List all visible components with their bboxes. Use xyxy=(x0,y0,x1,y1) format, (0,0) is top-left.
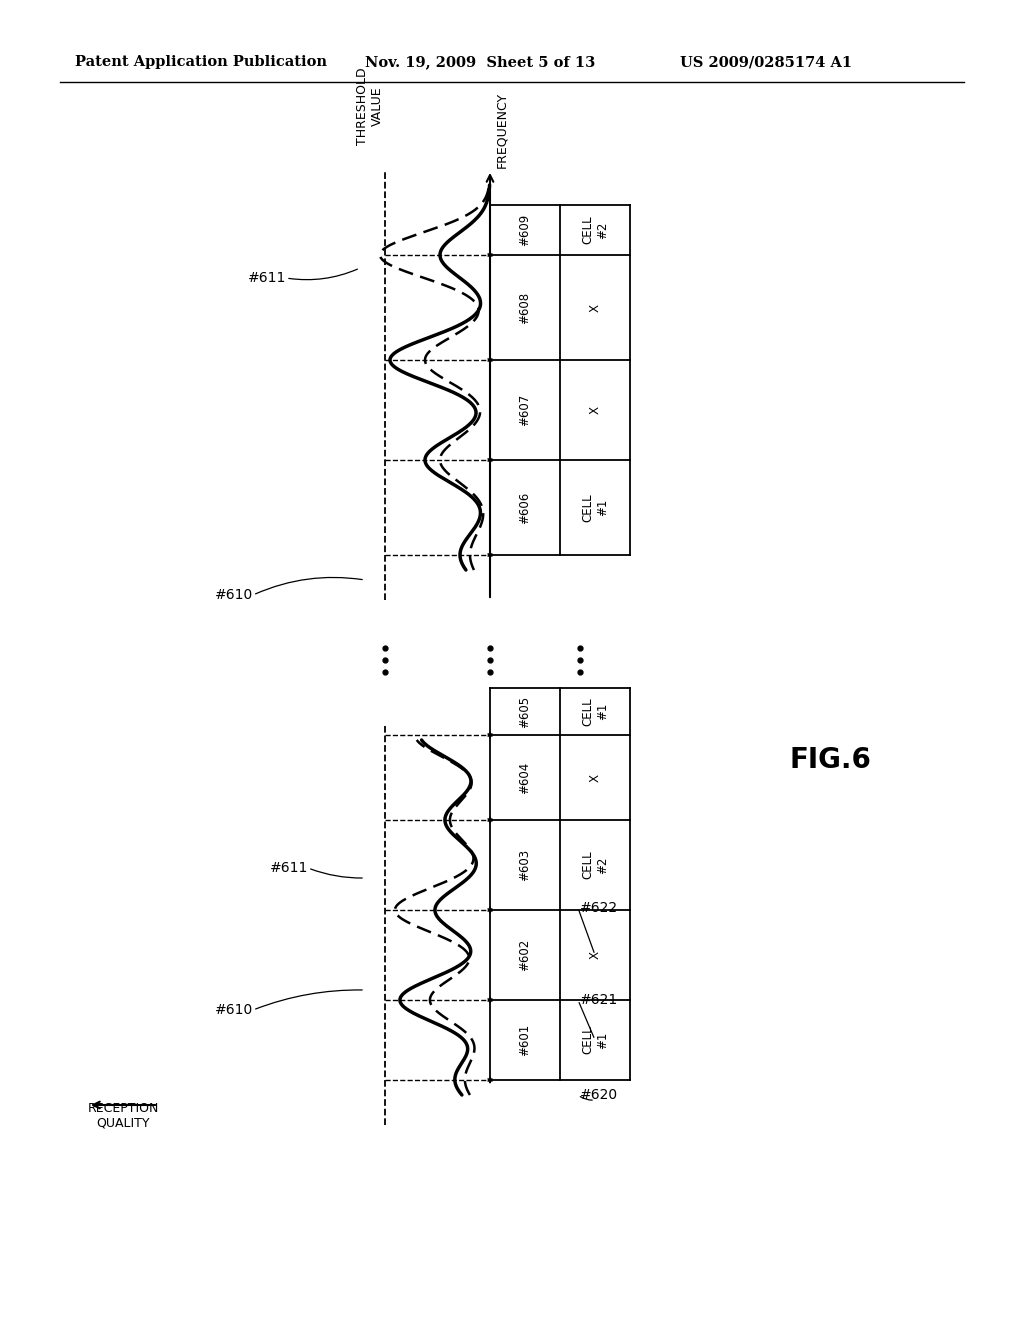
Text: X: X xyxy=(589,950,601,960)
Text: FIG.6: FIG.6 xyxy=(790,746,871,774)
Text: CELL
#2: CELL #2 xyxy=(581,215,609,244)
Text: #604: #604 xyxy=(518,762,531,793)
Text: #601: #601 xyxy=(518,1024,531,1056)
Text: CELL
#1: CELL #1 xyxy=(581,697,609,726)
Text: #609: #609 xyxy=(518,214,531,246)
Text: CELL
#2: CELL #2 xyxy=(581,850,609,879)
Text: #611: #611 xyxy=(270,861,308,875)
Text: Patent Application Publication: Patent Application Publication xyxy=(75,55,327,69)
Text: #602: #602 xyxy=(518,939,531,972)
Text: X: X xyxy=(589,774,601,781)
Text: #622: #622 xyxy=(580,902,618,915)
Text: CELL
#1: CELL #1 xyxy=(581,494,609,521)
Text: Nov. 19, 2009  Sheet 5 of 13: Nov. 19, 2009 Sheet 5 of 13 xyxy=(365,55,595,69)
Text: #611: #611 xyxy=(248,271,287,285)
Text: X: X xyxy=(589,304,601,312)
Text: FREQUENCY: FREQUENCY xyxy=(495,92,508,168)
Text: #607: #607 xyxy=(518,393,531,426)
Text: #621: #621 xyxy=(580,993,618,1007)
Text: #606: #606 xyxy=(518,491,531,524)
Text: #605: #605 xyxy=(518,696,531,727)
Text: #608: #608 xyxy=(518,292,531,323)
Text: CELL
#1: CELL #1 xyxy=(581,1026,609,1055)
Text: #620: #620 xyxy=(580,1088,618,1102)
Text: THRESHOLD
VALUE: THRESHOLD VALUE xyxy=(356,67,384,145)
Text: RECEPTION
QUALITY: RECEPTION QUALITY xyxy=(87,1102,159,1130)
Text: #610: #610 xyxy=(215,1003,253,1016)
Text: X: X xyxy=(589,407,601,414)
Text: #603: #603 xyxy=(518,849,531,880)
Text: US 2009/0285174 A1: US 2009/0285174 A1 xyxy=(680,55,852,69)
Text: #610: #610 xyxy=(215,587,253,602)
